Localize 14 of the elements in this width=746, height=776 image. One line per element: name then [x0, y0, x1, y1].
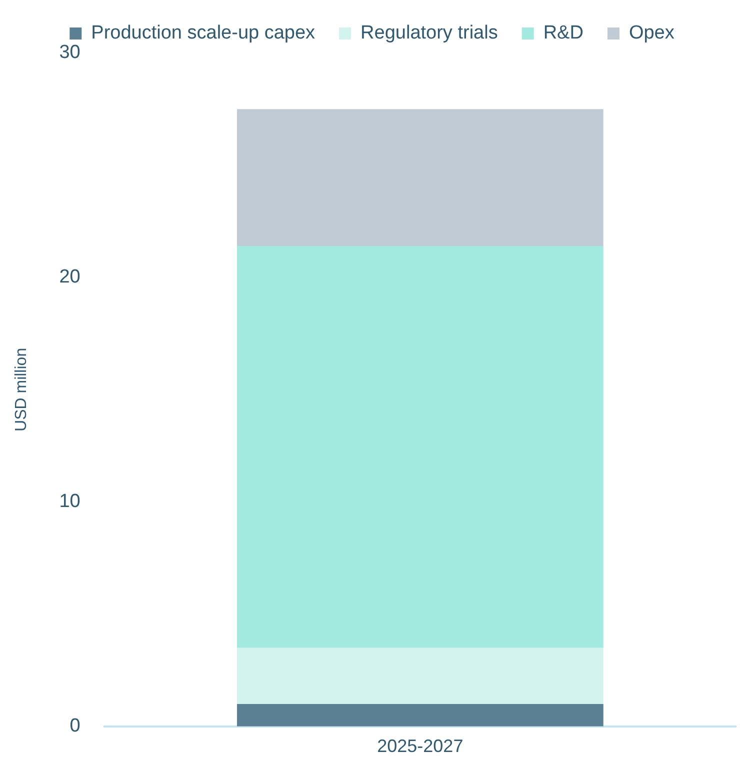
y-tick-label: 10 [59, 491, 80, 512]
legend-label: R&D [543, 22, 584, 44]
bar [236, 648, 604, 704]
legend-label: Regulatory trials [360, 22, 498, 44]
bar [236, 704, 604, 726]
y-tick-label: 0 [70, 716, 80, 737]
legend-label: Opex [628, 22, 675, 44]
y-tick-label: 20 [59, 266, 80, 288]
y-axis-title: USD million [13, 348, 30, 432]
bar [236, 109, 604, 246]
x-tick-label: 2025-2027 [377, 736, 464, 756]
legend-label: Production scale-up capex [91, 22, 316, 44]
bar [236, 246, 604, 648]
y-tick-label: 30 [59, 42, 80, 64]
